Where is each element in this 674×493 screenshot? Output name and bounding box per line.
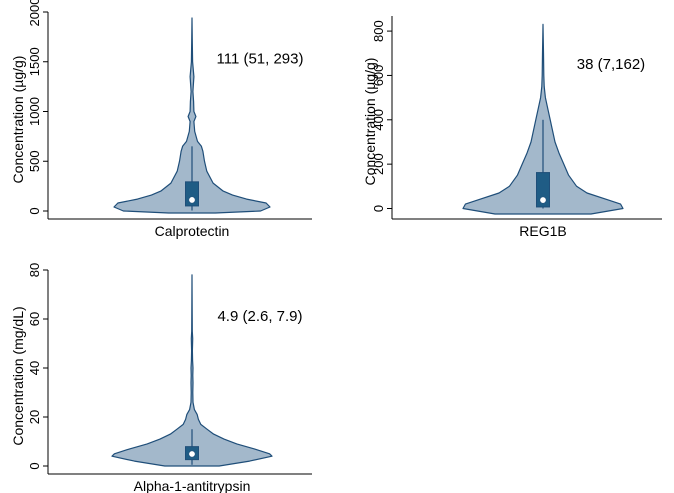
summary-annotation: 111 (51, 293) — [216, 51, 303, 68]
y-axis-title: Concentration (µg/g) — [362, 58, 378, 186]
y-tick-label: 0 — [371, 205, 386, 212]
y-tick-label: 80 — [27, 263, 42, 277]
x-category-label: Alpha-1-antitrypsin — [134, 478, 251, 493]
median-marker — [539, 196, 547, 204]
y-tick-label: 1500 — [27, 47, 42, 76]
y-tick-label: 500 — [27, 150, 42, 172]
y-tick-label: 40 — [27, 361, 42, 375]
summary-annotation: 4.9 (2.6, 7.9) — [217, 308, 302, 325]
violin-panel-1: 0 500 1000 1500 2000 Concentration (µg/g) Calp… — [10, 0, 312, 239]
y-tick-label: 0 — [27, 207, 42, 214]
violin-panel-2: 0 200 400 600 800 Concentration (µg/g) REG1B 38… — [362, 16, 662, 239]
y-tick-label: 0 — [27, 462, 42, 469]
violin-shape — [111, 274, 273, 467]
y-tick-label: 600 — [371, 65, 386, 87]
y-axis-title: Concentration (mg/dL) — [10, 306, 26, 445]
median-marker — [188, 196, 196, 204]
y-tick-label: 60 — [27, 312, 42, 326]
y-tick-label: 20 — [27, 410, 42, 424]
y-tick-label: 800 — [371, 20, 386, 42]
median-marker — [188, 450, 196, 458]
y-axis-title: Concentration (µg/g) — [10, 56, 26, 184]
y-tick-label: 200 — [371, 153, 386, 175]
violin-shape — [462, 23, 624, 215]
y-tick-label: 1000 — [27, 97, 42, 126]
violin-panel-3: 0 20 40 60 80 Concentration (mg/dL) Alpha-1-an… — [10, 263, 312, 493]
x-category-label: Calprotectin — [155, 223, 230, 239]
summary-annotation: 38 (7,162) — [577, 56, 645, 73]
iqr-box — [536, 172, 550, 208]
y-tick-label: 2000 — [27, 0, 42, 26]
x-category-label: REG1B — [519, 223, 566, 239]
violin-shape — [113, 17, 271, 214]
y-tick-label: 400 — [371, 109, 386, 131]
